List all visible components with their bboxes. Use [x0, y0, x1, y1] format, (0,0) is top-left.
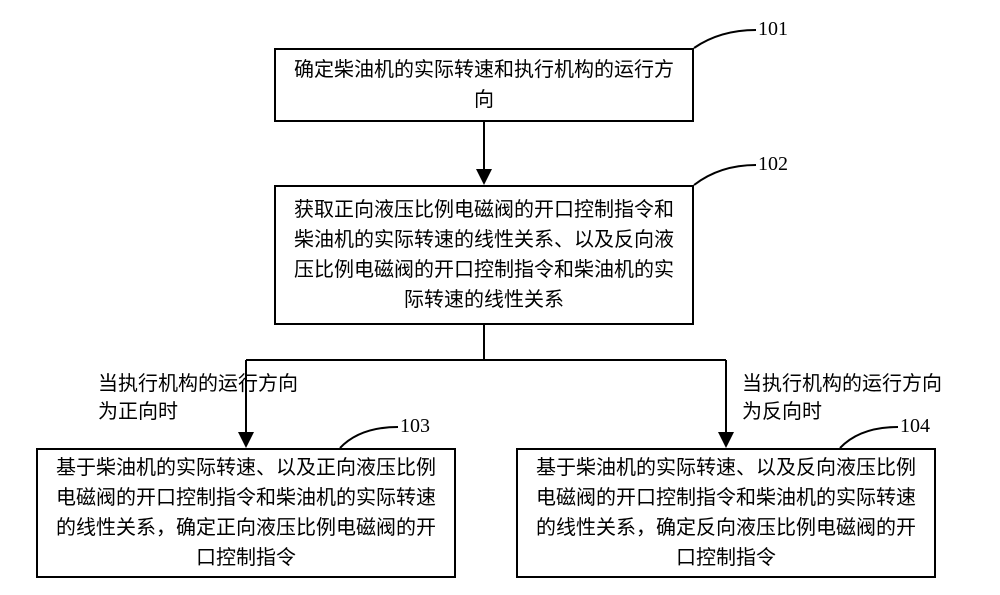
- leader-102: [694, 165, 756, 185]
- leader-103: [340, 427, 398, 448]
- flow-node-103: 基于柴油机的实际转速、以及正向液压比例电磁阀的开口控制指令和柴油机的实际转速的线…: [36, 448, 456, 578]
- flow-node-text: 基于柴油机的实际转速、以及反向液压比例电磁阀的开口控制指令和柴油机的实际转速的线…: [530, 453, 922, 573]
- ref-label-103: 103: [400, 415, 430, 438]
- edge-label-reverse: 当执行机构的运行方向为反向时: [742, 370, 942, 426]
- leader-101: [694, 30, 756, 48]
- edge-label-text: 当执行机构的运行方向为正向时: [98, 373, 298, 423]
- flow-node-102: 获取正向液压比例电磁阀的开口控制指令和柴油机的实际转速的线性关系、以及反向液压比…: [274, 185, 694, 325]
- ref-label-101: 101: [758, 18, 788, 41]
- flow-node-text: 获取正向液压比例电磁阀的开口控制指令和柴油机的实际转速的线性关系、以及反向液压比…: [288, 195, 680, 315]
- ref-text: 101: [758, 18, 788, 40]
- flow-node-text: 确定柴油机的实际转速和执行机构的运行方向: [288, 55, 680, 115]
- edge-label-text: 当执行机构的运行方向为反向时: [742, 373, 942, 423]
- ref-text: 103: [400, 415, 430, 437]
- ref-label-102: 102: [758, 153, 788, 176]
- flow-node-text: 基于柴油机的实际转速、以及正向液压比例电磁阀的开口控制指令和柴油机的实际转速的线…: [50, 453, 442, 573]
- leader-104: [840, 427, 898, 448]
- flow-node-104: 基于柴油机的实际转速、以及反向液压比例电磁阀的开口控制指令和柴油机的实际转速的线…: [516, 448, 936, 578]
- edge-label-forward: 当执行机构的运行方向为正向时: [98, 370, 298, 426]
- flow-node-101: 确定柴油机的实际转速和执行机构的运行方向: [274, 48, 694, 122]
- ref-text: 102: [758, 153, 788, 175]
